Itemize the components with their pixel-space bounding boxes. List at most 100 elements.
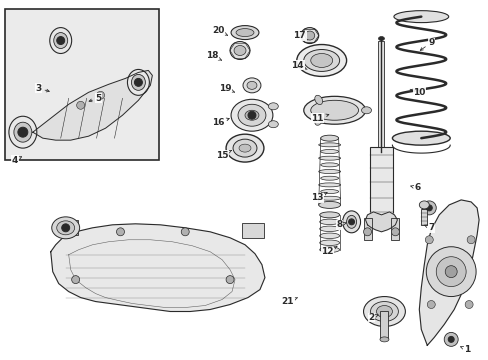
Text: 6: 6 (410, 184, 420, 193)
Text: 18: 18 (205, 51, 221, 60)
Ellipse shape (319, 240, 339, 246)
Circle shape (427, 301, 434, 309)
Ellipse shape (376, 306, 392, 318)
Circle shape (390, 228, 399, 236)
Circle shape (348, 219, 354, 225)
Ellipse shape (320, 149, 338, 153)
Ellipse shape (319, 219, 339, 225)
Ellipse shape (314, 116, 322, 125)
Ellipse shape (236, 28, 253, 37)
Circle shape (466, 236, 474, 244)
Ellipse shape (320, 176, 338, 180)
Bar (380, 311, 387, 339)
Circle shape (225, 276, 234, 284)
Ellipse shape (310, 54, 332, 67)
Polygon shape (365, 212, 397, 232)
Ellipse shape (230, 26, 259, 40)
Circle shape (363, 228, 371, 236)
Text: 20: 20 (211, 26, 227, 35)
Circle shape (77, 101, 84, 109)
Text: 19: 19 (218, 84, 234, 93)
Ellipse shape (304, 31, 314, 40)
Circle shape (134, 78, 142, 86)
Ellipse shape (392, 131, 449, 145)
Circle shape (443, 332, 457, 346)
Polygon shape (51, 224, 264, 311)
Bar (378, 41, 384, 152)
Bar (363, 218, 371, 240)
Ellipse shape (320, 190, 338, 194)
Ellipse shape (318, 156, 340, 160)
Ellipse shape (9, 116, 37, 148)
Circle shape (72, 276, 80, 284)
Ellipse shape (54, 32, 67, 49)
Circle shape (96, 91, 104, 99)
Ellipse shape (52, 217, 80, 239)
Circle shape (247, 111, 255, 119)
Circle shape (57, 37, 64, 45)
Text: 3: 3 (36, 84, 49, 93)
Bar (421, 209, 427, 225)
Ellipse shape (361, 107, 371, 114)
Ellipse shape (50, 28, 72, 54)
Circle shape (61, 224, 69, 232)
Ellipse shape (131, 75, 145, 90)
Bar (390, 218, 399, 240)
Text: 4: 4 (12, 156, 21, 165)
Bar (56, 220, 78, 235)
Ellipse shape (419, 201, 428, 209)
Ellipse shape (318, 183, 340, 187)
Ellipse shape (342, 211, 360, 233)
Ellipse shape (238, 104, 265, 126)
Text: 16: 16 (211, 118, 229, 127)
Ellipse shape (57, 221, 75, 235)
Text: 14: 14 (291, 61, 306, 70)
Text: 2: 2 (367, 313, 377, 322)
Ellipse shape (379, 337, 388, 342)
Circle shape (444, 266, 456, 278)
Ellipse shape (239, 144, 250, 152)
Circle shape (426, 247, 475, 297)
Ellipse shape (393, 11, 448, 23)
Text: 7: 7 (424, 223, 433, 232)
Ellipse shape (225, 134, 264, 162)
Ellipse shape (230, 99, 272, 131)
Ellipse shape (296, 45, 346, 76)
Text: 21: 21 (281, 297, 297, 306)
Ellipse shape (234, 45, 245, 55)
Ellipse shape (319, 226, 339, 231)
Ellipse shape (319, 233, 339, 239)
Ellipse shape (378, 37, 384, 41)
Ellipse shape (244, 110, 259, 120)
Ellipse shape (363, 297, 405, 327)
Ellipse shape (246, 81, 256, 89)
Text: 17: 17 (293, 31, 306, 40)
Ellipse shape (233, 139, 256, 157)
Text: 10: 10 (409, 88, 425, 97)
FancyBboxPatch shape (5, 9, 159, 160)
Ellipse shape (370, 302, 398, 321)
Circle shape (435, 257, 465, 287)
Polygon shape (33, 71, 152, 140)
Ellipse shape (14, 122, 32, 142)
Ellipse shape (268, 103, 278, 110)
Ellipse shape (320, 203, 338, 207)
Bar (369, 147, 393, 222)
Ellipse shape (318, 143, 340, 147)
Ellipse shape (303, 96, 365, 124)
Ellipse shape (127, 69, 149, 95)
Ellipse shape (243, 78, 261, 93)
Text: 1: 1 (460, 345, 469, 354)
Circle shape (18, 127, 28, 137)
Ellipse shape (346, 215, 356, 228)
Ellipse shape (318, 170, 340, 174)
Ellipse shape (314, 95, 322, 104)
Text: 8: 8 (336, 220, 346, 229)
Ellipse shape (319, 247, 339, 252)
Ellipse shape (320, 163, 338, 167)
Polygon shape (419, 200, 478, 345)
Circle shape (426, 205, 431, 211)
Ellipse shape (303, 50, 339, 71)
Circle shape (181, 228, 189, 236)
Text: 5: 5 (89, 94, 102, 103)
